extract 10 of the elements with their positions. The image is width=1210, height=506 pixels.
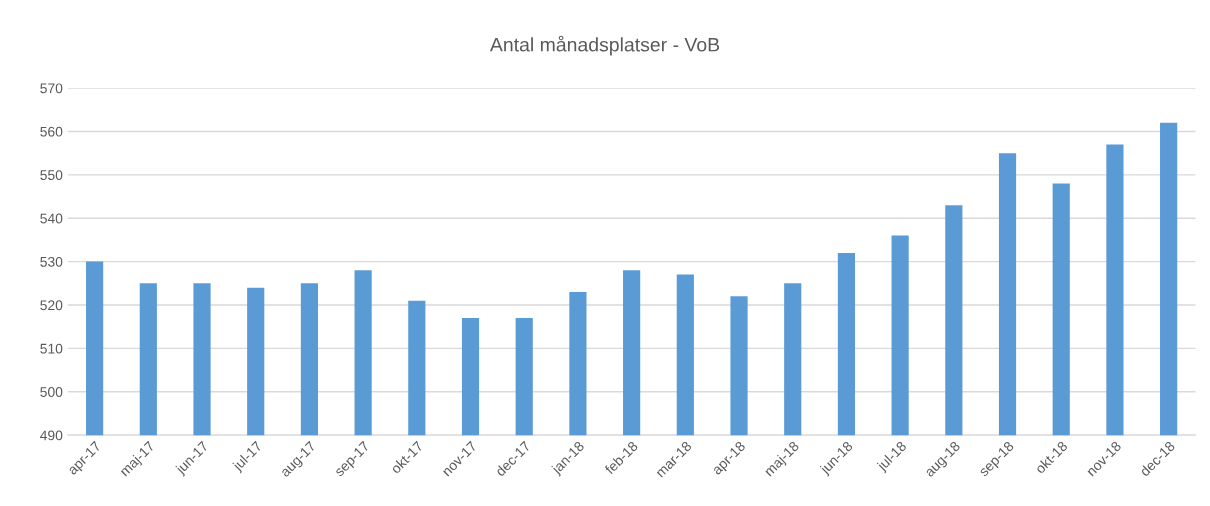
- chart-title: Antal månadsplatser - VoB: [489, 35, 720, 56]
- y-tick-label: 510: [40, 343, 63, 354]
- y-tick-label: 550: [40, 170, 63, 180]
- y-tick-label: 500: [40, 387, 63, 397]
- y-tick-label: 530: [40, 256, 63, 267]
- y-tick-label: 520: [40, 300, 63, 311]
- y-tick-label: 560: [40, 126, 63, 137]
- y-tick-label: 540: [40, 213, 63, 224]
- y-tick-label: 490: [40, 430, 63, 441]
- y-tick-label: 570: [40, 83, 63, 94]
